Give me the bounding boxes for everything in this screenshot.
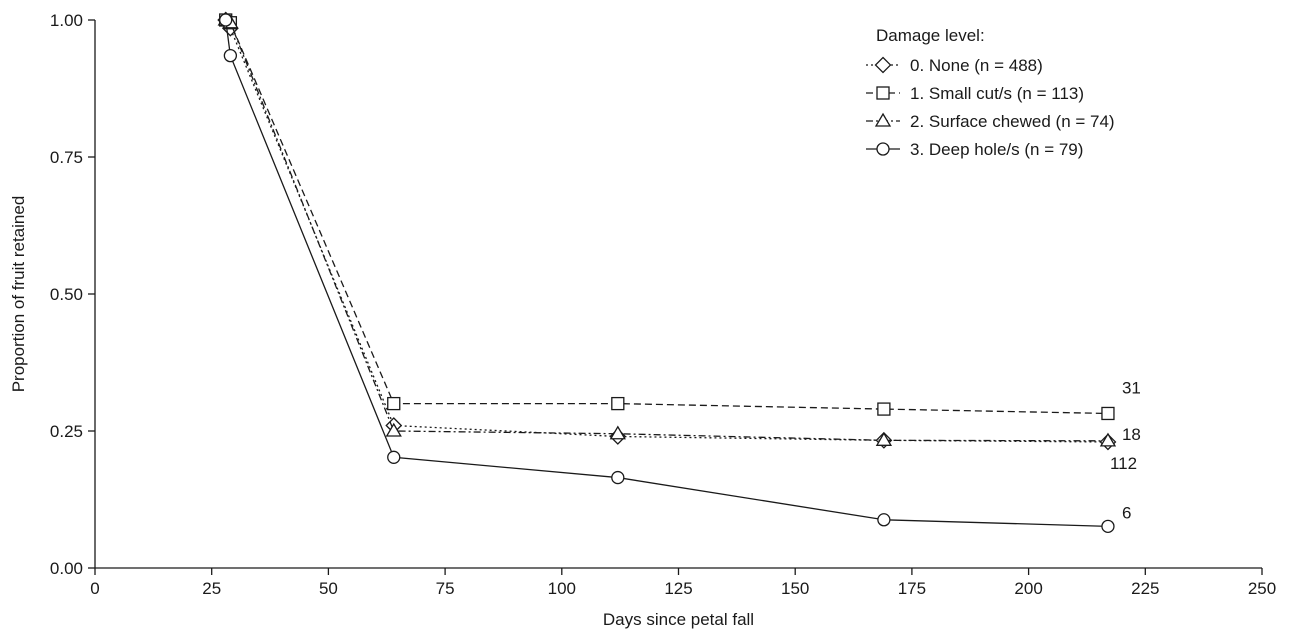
legend-item-label: 2. Surface chewed (n = 74) <box>910 112 1115 131</box>
axes: 0 25 50 75 100 125 150 175 200 225 250 0.00 0.25 0.50… <box>50 11 1276 598</box>
legend-item-label: 0. None (n = 488) <box>910 56 1043 75</box>
y-tick-label: 0.50 <box>50 285 83 304</box>
legend: Damage level: 0. None (n = 488) 1. Small … <box>866 26 1115 159</box>
data-point-square <box>611 396 625 411</box>
legend-item-label: 3. Deep hole/s (n = 79) <box>910 140 1083 159</box>
data-point-triangle <box>385 422 402 437</box>
series-circle <box>219 13 1115 534</box>
x-tick-label: 250 <box>1248 579 1276 598</box>
data-point-square <box>877 402 891 416</box>
x-axis-title: Days since petal fall <box>603 610 754 629</box>
x-tick-label: 75 <box>436 579 455 598</box>
x-tick-label: 225 <box>1131 579 1159 598</box>
y-tick-label: 0.75 <box>50 148 83 167</box>
data-point-square <box>1101 406 1115 421</box>
x-tick-label: 50 <box>319 579 338 598</box>
y-tick-label: 0.00 <box>50 559 83 578</box>
legend-marker-diamond <box>874 56 892 74</box>
y-axis-title: Proportion of fruit retained <box>9 196 28 393</box>
series-triangle <box>217 11 1117 447</box>
data-point-square <box>387 396 401 411</box>
end-count-label: 31 <box>1122 378 1141 397</box>
end-count-label: 6 <box>1122 503 1131 522</box>
data-point-circle <box>611 470 625 485</box>
series-line-diamond <box>225 19 1108 443</box>
data-point-circle <box>219 13 233 27</box>
annotations-group: 31 18 112 6 <box>1110 378 1141 522</box>
end-count-label: 18 <box>1122 425 1141 444</box>
data-point-circle <box>877 513 891 527</box>
y-tick-label: 1.00 <box>50 11 83 30</box>
series-group <box>217 11 1117 534</box>
x-tick-label: 0 <box>90 579 99 598</box>
data-point-triangle <box>1099 432 1117 447</box>
y-tick-label: 0.25 <box>50 422 83 441</box>
x-tick-label: 200 <box>1014 579 1042 598</box>
data-point-circle <box>223 48 238 63</box>
series-line-square <box>225 19 1108 415</box>
data-point-triangle <box>875 432 893 446</box>
legend-title: Damage level: <box>876 26 985 45</box>
legend-marker-circle <box>876 142 890 156</box>
legend-marker-square <box>876 86 890 100</box>
legend-item-label: 1. Small cut/s (n = 113) <box>910 84 1084 103</box>
data-point-circle <box>1101 519 1115 534</box>
data-point-triangle <box>609 425 626 440</box>
x-tick-label: 150 <box>781 579 809 598</box>
end-count-label: 112 <box>1110 454 1137 473</box>
x-tick-label: 100 <box>548 579 576 598</box>
legend-marker-triangle <box>874 112 892 127</box>
x-tick-label: 25 <box>202 579 221 598</box>
series-diamond <box>217 11 1117 451</box>
x-tick-label: 175 <box>898 579 926 598</box>
data-point-circle <box>387 450 401 464</box>
x-tick-label: 125 <box>664 579 692 598</box>
